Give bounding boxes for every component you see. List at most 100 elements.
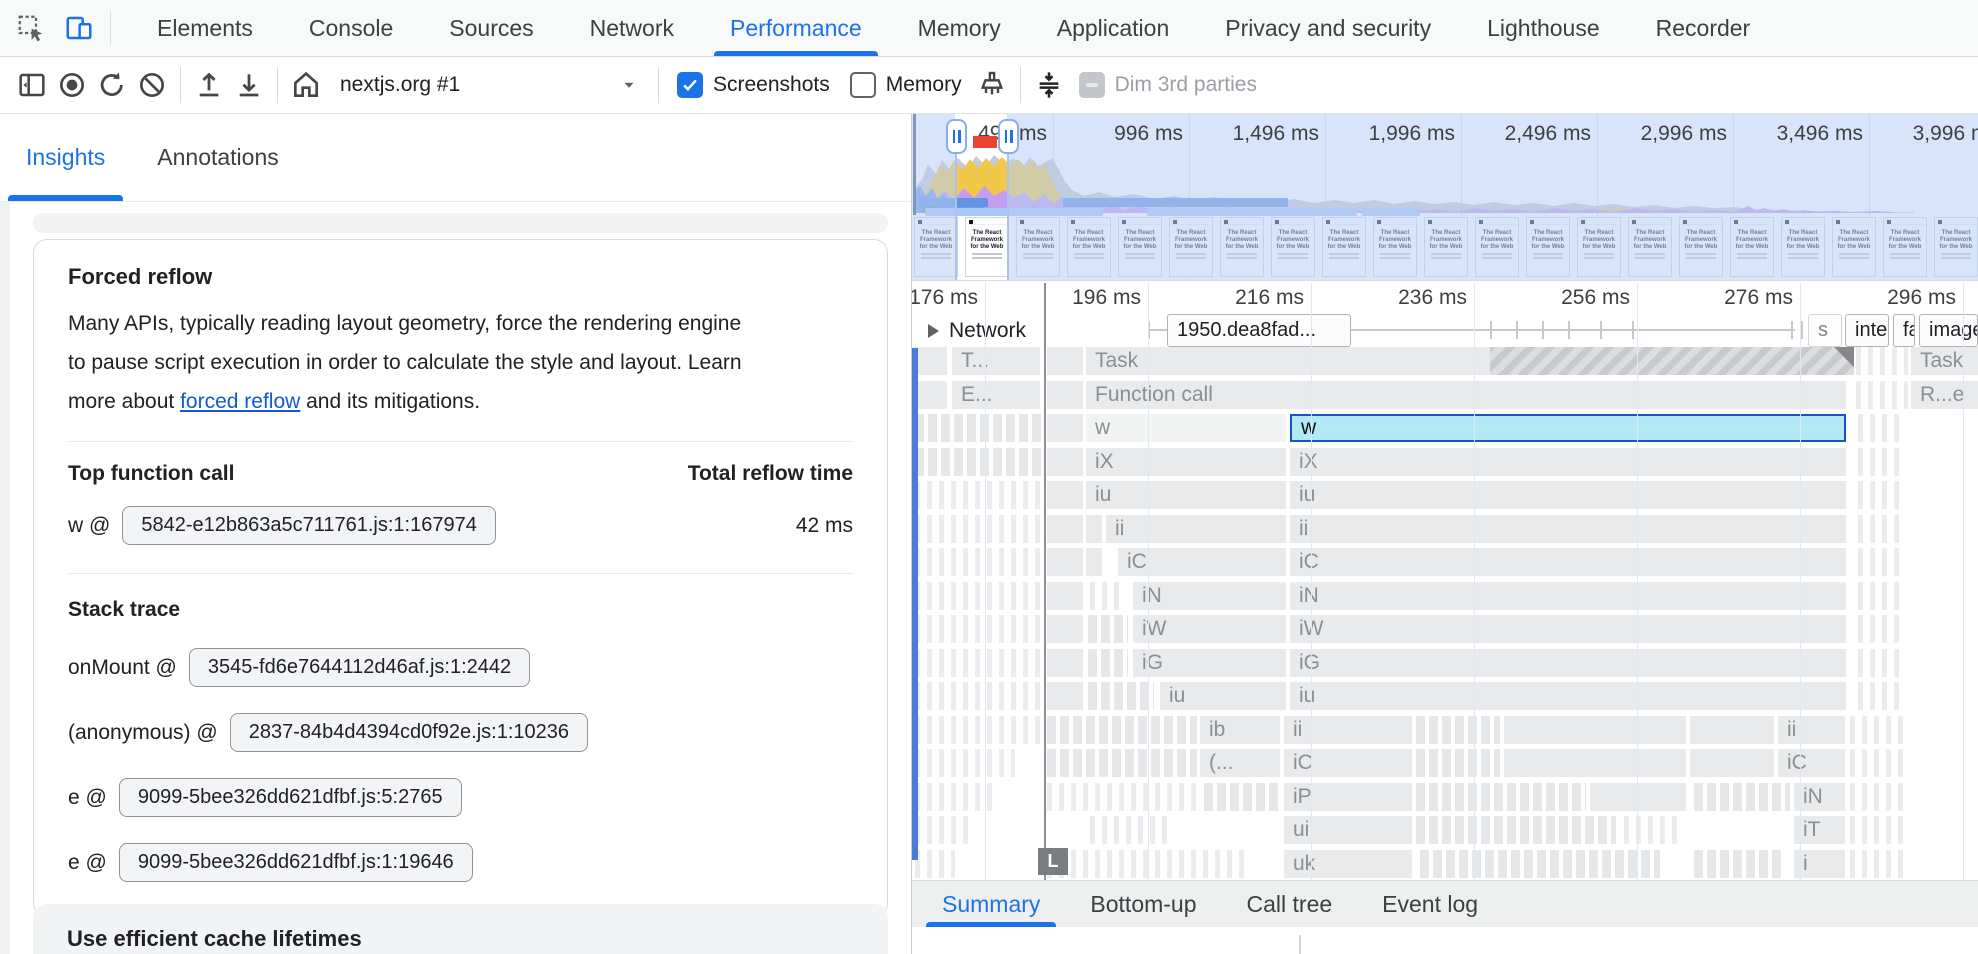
flame-entry[interactable] xyxy=(915,481,1043,509)
flame-entry[interactable] xyxy=(915,715,1043,744)
bottom-tab-bottom-up[interactable]: Bottom-up xyxy=(1090,890,1197,917)
flame-entry[interactable] xyxy=(915,581,1043,610)
flame-entry[interactable] xyxy=(1858,481,1904,509)
flame-entry[interactable] xyxy=(915,447,1043,476)
flame-entry-in[interactable]: iN xyxy=(1290,581,1846,610)
tab-recorder[interactable]: Recorder xyxy=(1655,14,1751,41)
tab-performance[interactable]: Performance xyxy=(702,0,890,56)
flame-entry[interactable] xyxy=(1047,715,1197,744)
selection-handle-left[interactable] xyxy=(946,119,967,154)
flame-entry[interactable] xyxy=(915,347,947,375)
flame-entry[interactable] xyxy=(1047,782,1199,811)
flame-entry-uk[interactable]: uk xyxy=(1284,849,1412,878)
flame-entry-ic[interactable]: iC xyxy=(1118,548,1286,576)
stack-location-pill[interactable]: 9099-5bee326dd621dfbf.js:1:19646 xyxy=(118,843,473,882)
cache-lifetimes-insight-card[interactable]: Use efficient cache lifetimes xyxy=(33,904,888,954)
stack-location-pill[interactable]: 3545-fd6e7644112d46af.js:1:2442 xyxy=(188,648,531,687)
flame-entry[interactable] xyxy=(1850,715,1905,744)
flame-entry[interactable] xyxy=(1047,347,1083,375)
memory-toggle[interactable]: Memory xyxy=(849,72,962,98)
flame-entry[interactable] xyxy=(1047,581,1083,610)
flame-entry[interactable] xyxy=(915,648,1043,677)
flame-entry--[interactable]: (... xyxy=(1200,749,1280,777)
flame-entry[interactable] xyxy=(1504,715,1686,744)
network-request[interactable]: inte xyxy=(1845,314,1889,347)
flame-entry-ui[interactable]: ui xyxy=(1284,816,1412,844)
flame-entry-i[interactable]: i xyxy=(1794,849,1845,878)
flame-entry-ii[interactable]: ii xyxy=(1284,715,1412,744)
flame-entry[interactable] xyxy=(1047,414,1083,442)
flame-entry[interactable] xyxy=(915,849,955,878)
flame-entry-iw[interactable]: iW xyxy=(1133,615,1286,643)
flame-entry-iu[interactable]: iu xyxy=(1290,481,1846,509)
flame-entry-ix[interactable]: iX xyxy=(1290,447,1846,476)
flame-entry[interactable] xyxy=(1416,816,1616,844)
flame-entry[interactable] xyxy=(915,548,1043,576)
clear-icon[interactable] xyxy=(132,65,172,105)
flame-entry-ic[interactable]: iC xyxy=(1290,548,1846,576)
flame-entry-ii[interactable]: ii xyxy=(1290,514,1846,543)
device-toolbar-icon[interactable] xyxy=(62,11,96,45)
flame-entry[interactable] xyxy=(1850,849,1905,878)
flame-entry[interactable] xyxy=(1204,782,1280,811)
record-and-reload-icon[interactable] xyxy=(92,65,132,105)
inspect-element-icon[interactable] xyxy=(14,11,48,45)
flame-entry[interactable] xyxy=(1850,816,1905,844)
top-call-location-pill[interactable]: 5842-e12b863a5c711761.js:1:167974 xyxy=(122,506,496,545)
tab-console[interactable]: Console xyxy=(308,14,394,41)
timeline-detail[interactable]: T... Task Task E... Function call R...e w w iX iX… xyxy=(912,281,1978,880)
flame-entry[interactable] xyxy=(1416,715,1500,744)
flame-entry[interactable] xyxy=(1047,749,1197,777)
tab-memory[interactable]: Memory xyxy=(917,14,1001,41)
save-profile-icon[interactable] xyxy=(229,65,269,105)
flame-entry[interactable] xyxy=(1504,749,1686,777)
load-event-marker[interactable]: L xyxy=(1038,848,1068,875)
flame-entry[interactable] xyxy=(1590,782,1686,811)
flame-entry-iu[interactable]: iu xyxy=(1086,481,1286,509)
flame-entry-r-e[interactable]: R...e xyxy=(1911,380,1978,409)
flame-entry[interactable] xyxy=(1416,782,1586,811)
flame-entry-iw[interactable]: iW xyxy=(1290,615,1846,643)
flame-entry[interactable] xyxy=(1088,615,1128,643)
flame-entry[interactable] xyxy=(1690,749,1774,777)
flame-entry[interactable] xyxy=(915,816,975,844)
dim-3rd-parties-toggle[interactable]: Dim 3rd parties xyxy=(1078,72,1257,98)
tab-privacy-and-security[interactable]: Privacy and security xyxy=(1225,14,1432,41)
flame-entry-it[interactable]: iT xyxy=(1794,816,1845,844)
flame-entry[interactable] xyxy=(1047,481,1083,509)
flame-entry-w[interactable]: w xyxy=(1086,414,1286,442)
selection-handle-right[interactable] xyxy=(998,119,1019,154)
flame-entry[interactable] xyxy=(915,380,947,409)
flame-entry[interactable] xyxy=(1858,414,1904,442)
flame-entry-w[interactable]: w xyxy=(1290,414,1846,442)
flame-entry[interactable] xyxy=(1694,782,1790,811)
flame-entry[interactable] xyxy=(1086,514,1102,543)
network-request[interactable]: s xyxy=(1808,314,1842,347)
tab-sources[interactable]: Sources xyxy=(449,14,534,41)
screenshots-checkbox-checked[interactable] xyxy=(677,72,703,98)
flame-entry-ig[interactable]: iG xyxy=(1290,648,1846,677)
flame-entry[interactable] xyxy=(915,615,1043,643)
network-request[interactable]: fa xyxy=(1893,314,1915,347)
flame-entry[interactable] xyxy=(1858,581,1904,610)
flame-entry-ip[interactable]: iP xyxy=(1284,782,1412,811)
flame-entry-ii[interactable]: ii xyxy=(1778,715,1845,744)
sidebar-tab-insights[interactable]: Insights xyxy=(8,114,124,201)
flame-entry[interactable] xyxy=(1490,347,1854,375)
flame-entry[interactable] xyxy=(1690,715,1774,744)
memory-checkbox-unchecked[interactable] xyxy=(849,72,876,98)
flame-entry[interactable] xyxy=(1047,682,1083,710)
flame-entry[interactable] xyxy=(915,514,1043,543)
history-dropdown[interactable]: nextjs.org #1 xyxy=(340,73,640,97)
flame-entry-task[interactable]: Task xyxy=(1911,347,1978,375)
collect-garbage-icon[interactable] xyxy=(972,65,1012,105)
flame-entry-e-[interactable]: E... xyxy=(952,380,1040,409)
flame-entry[interactable] xyxy=(1624,816,1680,844)
flame-entry[interactable] xyxy=(915,782,995,811)
stack-location-pill[interactable]: 9099-5bee326dd621dfbf.js:5:2765 xyxy=(118,778,462,817)
flame-entry[interactable] xyxy=(915,749,1015,777)
flame-entry[interactable] xyxy=(1420,849,1660,878)
toggle-sidebar-icon[interactable] xyxy=(12,65,52,105)
